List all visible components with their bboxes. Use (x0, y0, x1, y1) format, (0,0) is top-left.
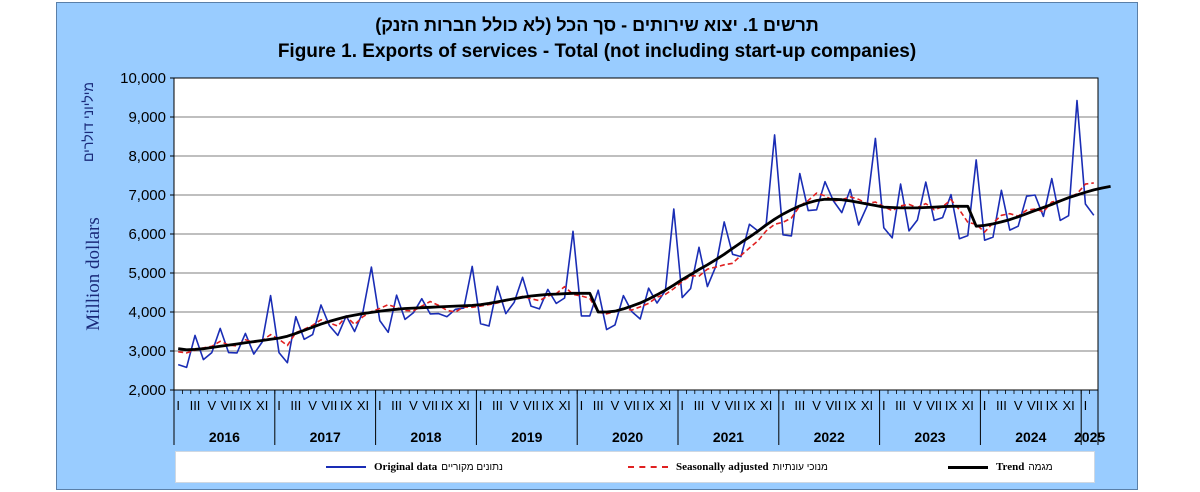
legend-label-trend-he: מגמה (1028, 461, 1053, 473)
x-tick-label: IX (340, 398, 353, 413)
y-axis-label-hebrew: מיליוני דולרים (80, 82, 96, 162)
year-label: 2016 (209, 429, 240, 445)
y-axis-label: Million dollars (83, 217, 104, 330)
x-tick-label: III (492, 398, 503, 413)
y-tick-label: 9,000 (128, 109, 166, 126)
x-tick-label: XI (256, 398, 268, 413)
y-tick-label: 5,000 (128, 265, 166, 282)
x-tick-label: IX (239, 398, 252, 413)
legend-item-seasonally-adjusted: Seasonally adjusted מנוכי עונתיות (628, 452, 828, 482)
year-label: 2022 (814, 429, 845, 445)
x-tick-label: XI (659, 398, 671, 413)
x-tick-label: IX (542, 398, 555, 413)
x-tick-label: IX (642, 398, 655, 413)
x-tick-label: III (794, 398, 805, 413)
legend-label-seasonally-adjusted: Seasonally adjusted (676, 461, 769, 473)
x-tick-label: I (781, 398, 785, 413)
x-tick-label: I (176, 398, 180, 413)
chart-frame: תרשים 1. יצוא שירותים - סך הכל (לא כולל … (56, 2, 1138, 490)
x-tick-label: IX (441, 398, 454, 413)
x-tick-label: V (207, 398, 216, 413)
series-line-original (177, 99, 1095, 369)
chart-title: Figure 1. Exports of services - Total (n… (277, 41, 917, 62)
x-tick-label: IX (743, 398, 756, 413)
x-tick-label: VII (825, 398, 841, 413)
legend-label-trend: Trend (996, 461, 1025, 473)
x-tick-label: XI (1062, 398, 1074, 413)
x-tick-label: V (611, 398, 620, 413)
x-tick-label: I (378, 398, 382, 413)
year-label: 2017 (310, 429, 341, 445)
x-tick-label: XI (558, 398, 570, 413)
x-tick-label: I (277, 398, 281, 413)
x-tick-label: I (580, 398, 584, 413)
x-tick-label: I (680, 398, 684, 413)
x-tick-label: I (882, 398, 886, 413)
x-tick-label: VII (1027, 398, 1043, 413)
x-tick-label: III (190, 398, 201, 413)
x-tick-label: III (290, 398, 301, 413)
x-tick-label: VII (422, 398, 438, 413)
year-label: 2021 (713, 429, 744, 445)
x-tick-label: VII (523, 398, 539, 413)
x-tick-label: VII (725, 398, 741, 413)
legend-swatch-original (326, 466, 366, 468)
x-tick-label: III (391, 398, 402, 413)
x-tick-label: V (1014, 398, 1023, 413)
chart-title-hebrew: תרשים 1. יצוא שירותים - סך הכל (לא כולל … (375, 15, 819, 35)
x-tick-label: I (1084, 398, 1088, 413)
x-tick-label: III (895, 398, 906, 413)
y-tick-label: 7,000 (128, 187, 166, 204)
year-label: 2024 (1015, 429, 1046, 445)
legend-swatch-trend (948, 465, 988, 469)
x-tick-label: I (983, 398, 987, 413)
year-label: 2019 (511, 429, 542, 445)
y-tick-label: 6,000 (128, 226, 166, 243)
x-tick-label: VII (321, 398, 337, 413)
x-tick-label: IX (1046, 398, 1059, 413)
x-tick-label: XI (861, 398, 873, 413)
x-tick-label: XI (357, 398, 369, 413)
x-tick-label: IX (844, 398, 857, 413)
x-tick-label: III (593, 398, 604, 413)
x-tick-label: V (510, 398, 519, 413)
line-chart: 2,000 3,000 4,000 5,000 6,000 7,000 8,000 9,000… (80, 70, 1111, 445)
y-tick-label: 8,000 (128, 148, 166, 165)
y-tick-label: 3,000 (128, 343, 166, 360)
x-tick-label: VII (926, 398, 942, 413)
legend-label-seasonally-adjusted-he: מנוכי עונתיות (772, 461, 828, 473)
year-label: 2018 (410, 429, 441, 445)
legend-label-original-he: נתונים מקוריים (441, 461, 503, 473)
x-tick-label: XI (760, 398, 772, 413)
x-tick-label: V (812, 398, 821, 413)
x-tick-label: V (711, 398, 720, 413)
x-tick-label: III (996, 398, 1007, 413)
x-tick-label: V (308, 398, 317, 413)
x-tick-label: III (694, 398, 705, 413)
y-tick-label: 10,000 (120, 70, 166, 87)
x-tick-label: V (913, 398, 922, 413)
year-label: 2020 (612, 429, 643, 445)
y-tick-label: 2,000 (128, 382, 166, 399)
legend-swatch-seasonally-adjusted (628, 466, 668, 468)
y-tick-label: 4,000 (128, 304, 166, 321)
x-tick-label: XI (458, 398, 470, 413)
x-tick-label: VII (624, 398, 640, 413)
legend-item-original: Original data נתונים מקוריים (326, 452, 503, 482)
x-tick-label: V (409, 398, 418, 413)
legend-label-original: Original data (374, 461, 438, 473)
x-tick-label: VII (221, 398, 237, 413)
x-tick-label: IX (945, 398, 958, 413)
x-tick-label: I (479, 398, 483, 413)
chart-legend: Original data נתונים מקוריים Seasonally … (175, 451, 1095, 483)
year-label: 2023 (914, 429, 945, 445)
year-label: 2025 (1074, 429, 1105, 445)
x-tick-label: XI (962, 398, 974, 413)
series-line-trend (178, 185, 1111, 352)
legend-item-trend: Trend מגמה (948, 452, 1053, 482)
